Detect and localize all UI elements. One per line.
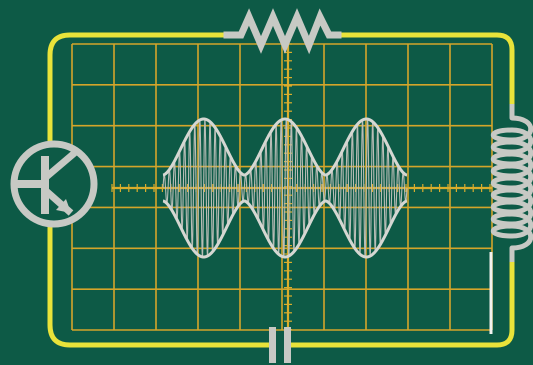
inductor-symbol (490, 104, 533, 262)
resistor-zigzag (223, 8, 342, 55)
resistor-symbol (223, 8, 342, 55)
waveform-envelope-top (162, 117, 408, 177)
waveform-envelope-bottom (162, 199, 408, 259)
modulated-waveform (162, 117, 408, 259)
inductor-coil (490, 115, 533, 251)
capacitor-plate-left (269, 327, 276, 363)
transistor-collector (42, 147, 81, 181)
transistor-symbol (10, 140, 98, 228)
capacitor-symbol (269, 327, 291, 363)
circuit-wire-frame (47, 32, 515, 348)
transistor-emitter-arrow (56, 199, 71, 213)
capacitor-plate-right (284, 327, 291, 363)
waveform-carrier-fill (162, 119, 408, 257)
